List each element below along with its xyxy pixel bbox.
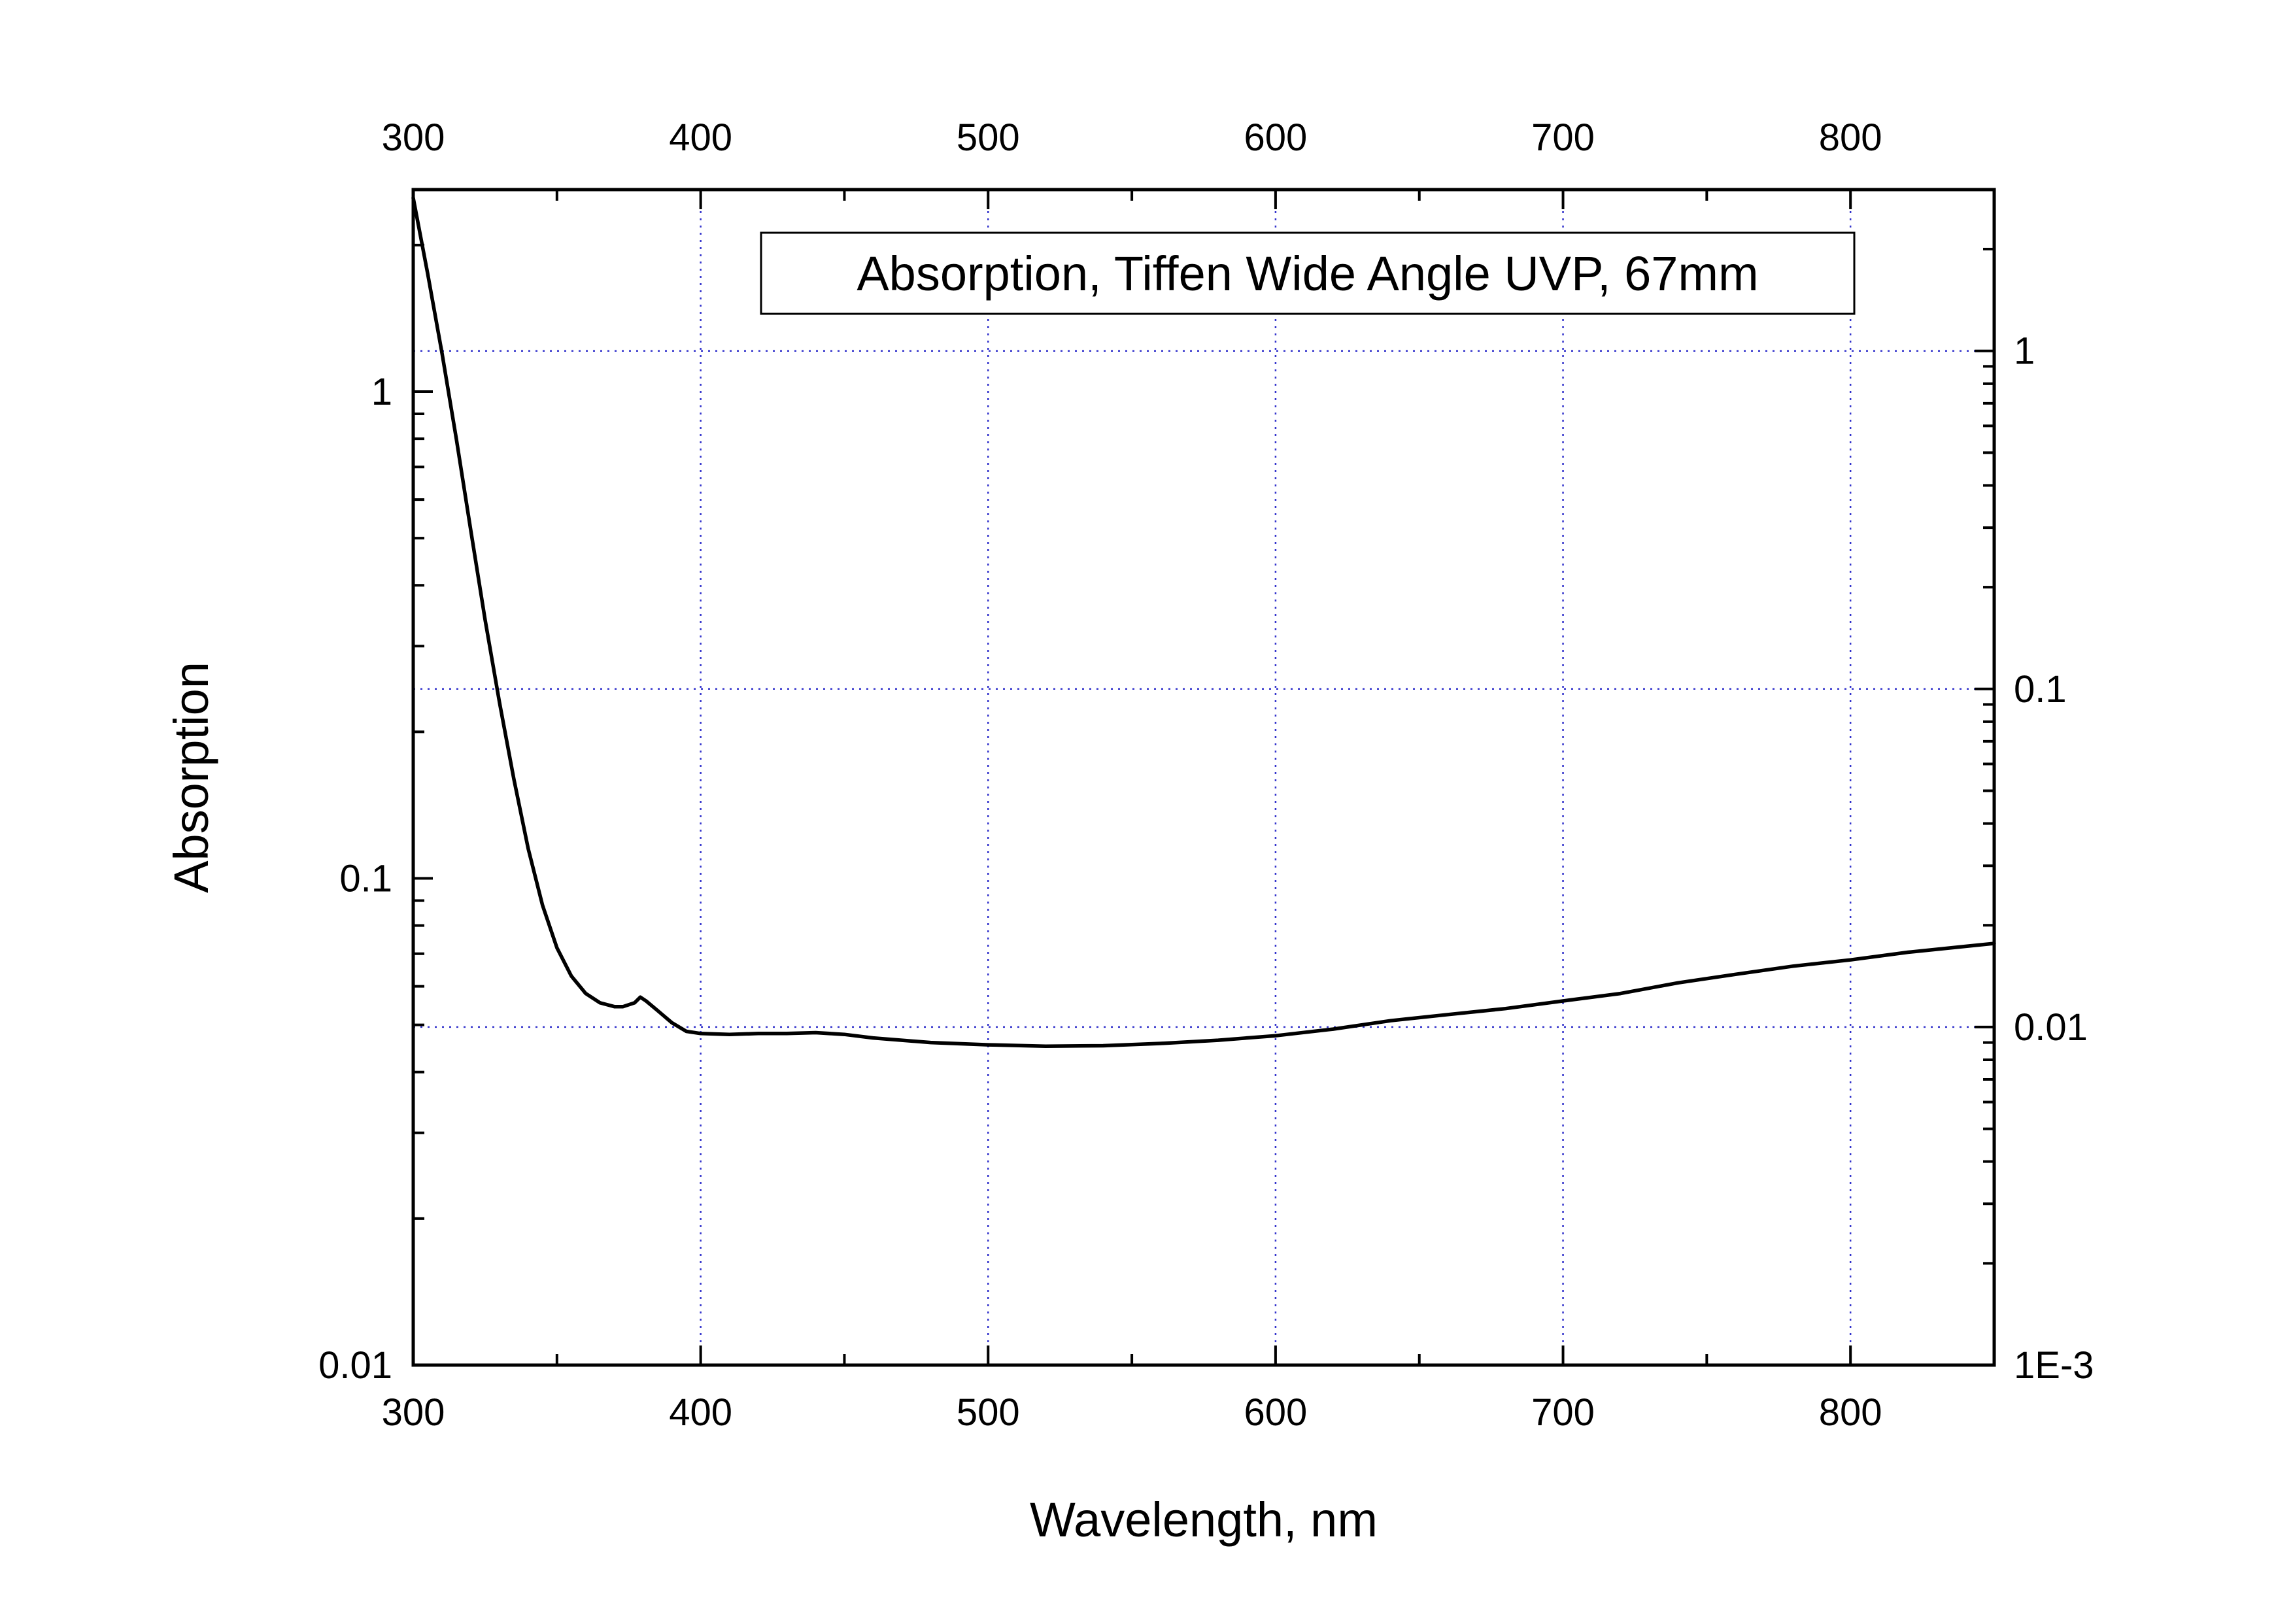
legend: Absorption, Tiffen Wide Angle UVP, 67mm [760,231,1856,315]
x-tick-label: 500 [957,1391,1020,1434]
x-tick-label: 300 [382,1391,445,1434]
y-right-tick-label: 1E-3 [2014,1344,2094,1387]
ticks [412,190,1994,1366]
x-top-tick-label: 500 [957,116,1020,159]
x-top-tick-label: 700 [1531,116,1595,159]
y-tick-label: 1 [371,371,392,413]
y-tick-label: 0.1 [339,857,392,900]
axes [411,188,1996,1367]
x-top-tick-label: 300 [382,116,445,159]
series-line [411,195,1996,1048]
x-top-tick-label: 600 [1244,116,1308,159]
x-tick-label: 700 [1531,1391,1595,1434]
y-right-tick-label: 0.01 [2014,1006,2088,1049]
x-axis-title: Wavelength, nm [1030,1493,1378,1547]
y-right-tick-label: 0.1 [2014,668,2067,711]
legend-box [760,231,1856,315]
x-top-tick-label: 800 [1819,116,1882,159]
data-layer [411,195,1996,1048]
plot-frame [411,188,1996,1367]
x-tick-label: 600 [1244,1391,1308,1434]
x-top-tick-label: 400 [669,116,732,159]
y-right-tick-label: 1 [2014,330,2035,373]
y-axis-title: Absorption [164,662,218,893]
x-tick-label: 400 [669,1391,732,1434]
x-tick-label: 800 [1819,1391,1882,1434]
y-tick-label: 0.01 [318,1344,392,1387]
grid [413,190,1994,1365]
legend-label: Absorption, Tiffen Wide Angle UVP, 67mm [857,246,1758,301]
tick-labels: 300 400 500 600 700 800 300 400 500 600 700 800 0.01… [318,116,2094,1434]
